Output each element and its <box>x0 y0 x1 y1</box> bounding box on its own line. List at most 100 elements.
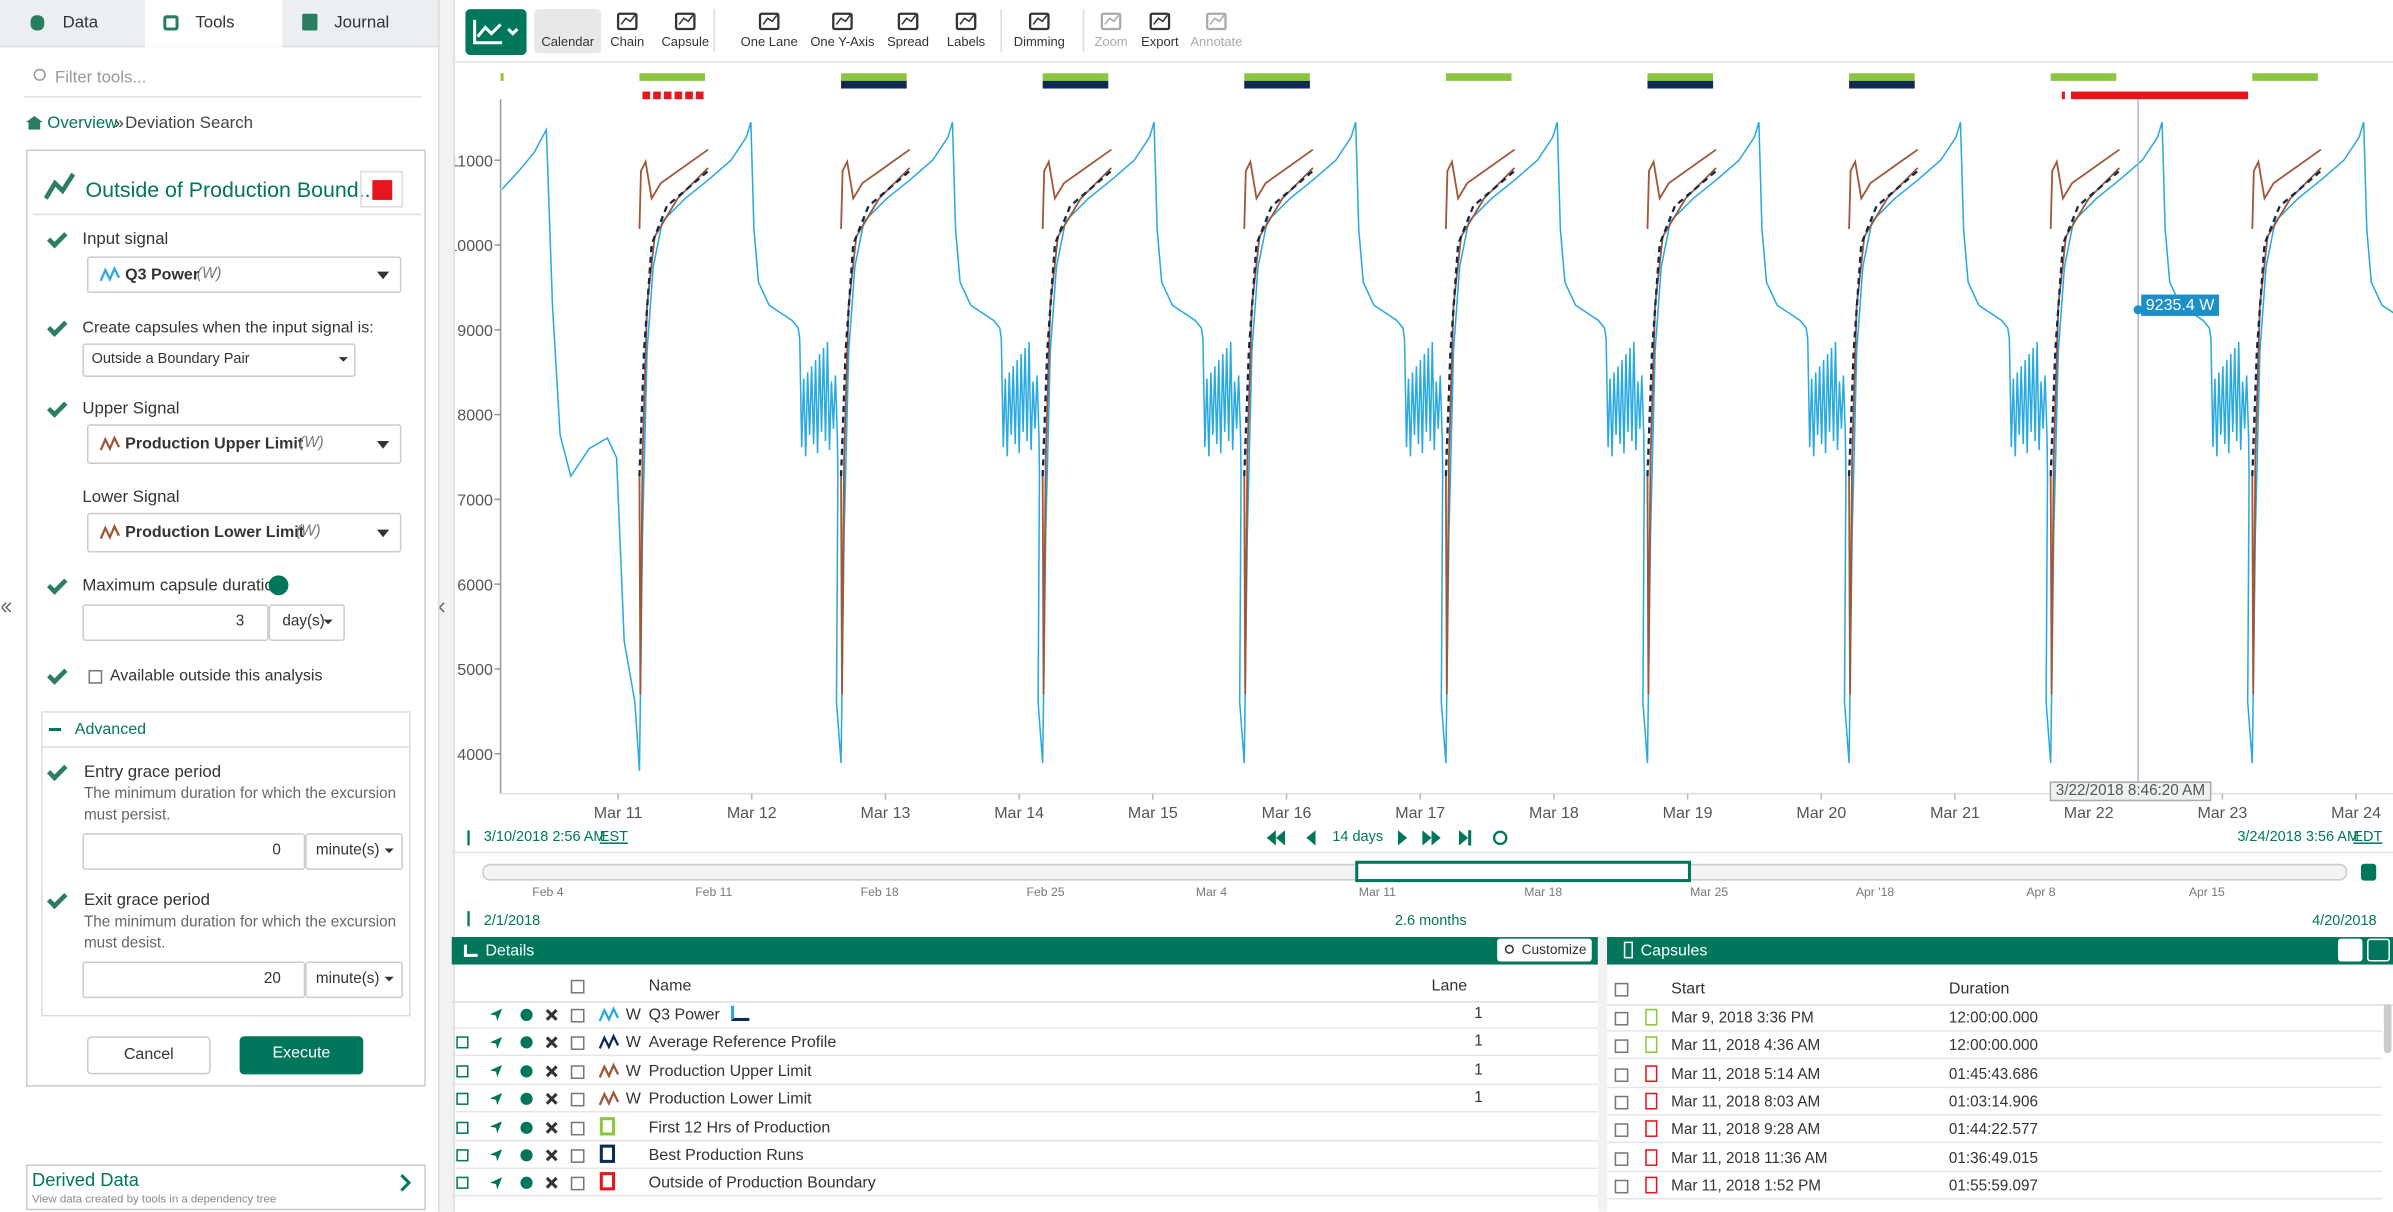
lower-select[interactable] <box>86 512 402 553</box>
breadcrumb-root[interactable]: Overview <box>47 114 118 133</box>
toolbar-button[interactable]: Calendar <box>541 33 595 49</box>
range-controls[interactable] <box>1266 829 1511 847</box>
toolbar-button[interactable]: One Lane <box>740 33 798 49</box>
row-checkbox[interactable] <box>570 1036 585 1051</box>
investigate-start[interactable]: 2/1/2018 <box>483 912 541 930</box>
execute-button[interactable]: Execute <box>239 1036 364 1075</box>
upper-label: Upper Signal <box>82 399 180 419</box>
tab-data[interactable]: Data <box>62 13 99 33</box>
entry-label: Entry grace period <box>83 763 222 782</box>
capsule-icon <box>1645 1092 1658 1110</box>
toolbar-button[interactable]: Chain <box>610 33 645 49</box>
condition-select[interactable] <box>82 343 356 377</box>
collapse-strip[interactable] <box>438 0 455 1212</box>
row-checkbox[interactable] <box>1614 1039 1629 1054</box>
toolbar-button[interactable]: Annotate <box>1190 33 1243 49</box>
col-duration[interactable]: Duration <box>1948 979 2010 999</box>
tab-tools[interactable]: Tools <box>195 13 235 33</box>
display-end[interactable]: 3/24/2018 3:56 AM <box>2237 828 2360 846</box>
color-picker[interactable] <box>360 170 403 208</box>
row-checkbox[interactable] <box>1614 1011 1629 1026</box>
upper-select[interactable] <box>86 424 402 464</box>
col-lane[interactable]: Lane <box>1431 976 1468 996</box>
max-duration-input[interactable] <box>82 604 269 641</box>
row-checkbox[interactable] <box>570 1177 585 1191</box>
col-name[interactable]: Name <box>648 976 692 996</box>
capsule <box>685 91 693 100</box>
toolbar-button[interactable]: Dimming <box>1013 33 1065 49</box>
toolbar-button[interactable]: Capsule <box>661 33 710 49</box>
toolbar-button[interactable]: Spread <box>887 33 929 49</box>
edit-icon[interactable] <box>456 1121 469 1134</box>
tab-journal[interactable]: Journal <box>334 13 390 33</box>
toolbar-icon <box>955 12 977 31</box>
row-checkbox[interactable] <box>570 1008 585 1023</box>
row-checkbox[interactable] <box>1614 1151 1629 1166</box>
overview-label: Apr '18 <box>1855 885 1895 899</box>
available-checkbox[interactable] <box>88 669 103 684</box>
overview-zoom[interactable] <box>2360 863 2377 881</box>
info-icon[interactable] <box>520 1177 533 1190</box>
row-checkbox[interactable] <box>1614 1095 1629 1110</box>
help-icon[interactable] <box>268 575 289 596</box>
row-name: Production Upper Limit <box>648 1061 812 1081</box>
info-icon[interactable] <box>520 1093 533 1106</box>
row-checkbox[interactable] <box>1614 1179 1629 1194</box>
edit-icon[interactable] <box>456 1036 469 1050</box>
collapse-icon[interactable] <box>48 727 62 732</box>
entry-help: The minimum duration for which the excur… <box>83 785 397 825</box>
toolbar-button[interactable]: Labels <box>946 33 986 49</box>
info-icon[interactable] <box>520 1121 533 1134</box>
signal-icon <box>99 523 121 540</box>
display-start-tz[interactable]: EST <box>599 828 628 846</box>
select-all[interactable] <box>570 979 585 994</box>
details-icon <box>463 944 478 957</box>
collapse-capsules-button[interactable] <box>2367 938 2390 962</box>
capsule <box>1244 80 1310 89</box>
row-checkbox[interactable] <box>1614 1067 1629 1082</box>
info-icon[interactable] <box>520 1149 533 1162</box>
customize-button[interactable] <box>1497 938 1592 962</box>
info-icon[interactable] <box>520 1008 533 1021</box>
splitter[interactable] <box>1597 937 1608 1212</box>
toolbar-icon <box>1149 12 1171 31</box>
info-icon[interactable] <box>520 1036 533 1050</box>
collapse-arrow[interactable] <box>439 601 451 613</box>
input-signal-select[interactable] <box>86 256 402 294</box>
divider <box>451 851 2393 854</box>
row-checkbox[interactable] <box>570 1064 585 1079</box>
investigate-end[interactable]: 4/20/2018 <box>2312 912 2377 930</box>
filter-tools[interactable]: Filter tools... <box>54 68 147 87</box>
info-icon[interactable] <box>520 1064 533 1078</box>
row-checkbox[interactable] <box>1614 1123 1629 1138</box>
display-span[interactable]: 14 days <box>1332 828 1384 846</box>
scrollbar[interactable] <box>2383 1004 2392 1054</box>
display-end-tz[interactable]: EDT <box>2353 828 2383 846</box>
details-row <box>451 1001 1598 1029</box>
overview-window[interactable] <box>1355 860 1691 883</box>
toolbar-button[interactable]: Zoom <box>1094 33 1128 49</box>
edit-icon[interactable] <box>456 1177 469 1190</box>
zoom-capsule-button[interactable] <box>2338 938 2363 962</box>
derived-data-box[interactable] <box>25 1164 426 1211</box>
select-all-capsules[interactable] <box>1614 982 1629 997</box>
exit-unit-select[interactable] <box>305 961 403 999</box>
edit-icon[interactable] <box>456 1064 469 1078</box>
exit-input[interactable] <box>82 961 306 999</box>
row-checkbox[interactable] <box>570 1149 585 1163</box>
col-start[interactable]: Start <box>1671 979 1705 999</box>
entry-input[interactable] <box>82 833 306 870</box>
advanced-label[interactable]: Advanced <box>74 720 147 739</box>
display-start[interactable]: 3/10/2018 2:56 AM <box>483 828 606 846</box>
row-checkbox[interactable] <box>570 1093 585 1107</box>
view-icon <box>473 19 519 45</box>
cancel-button[interactable]: Cancel <box>86 1036 211 1075</box>
toolbar-button[interactable]: One Y-Axis <box>810 33 875 49</box>
collapse-arrow[interactable] <box>1 601 13 613</box>
row-checkbox[interactable] <box>570 1121 585 1135</box>
toolbar-button[interactable]: Export <box>1141 33 1179 49</box>
edit-icon[interactable] <box>456 1093 469 1106</box>
edit-icon[interactable] <box>456 1149 469 1162</box>
tool-panel <box>25 149 426 1087</box>
investigate-span[interactable]: 2.6 months <box>1394 912 1467 930</box>
